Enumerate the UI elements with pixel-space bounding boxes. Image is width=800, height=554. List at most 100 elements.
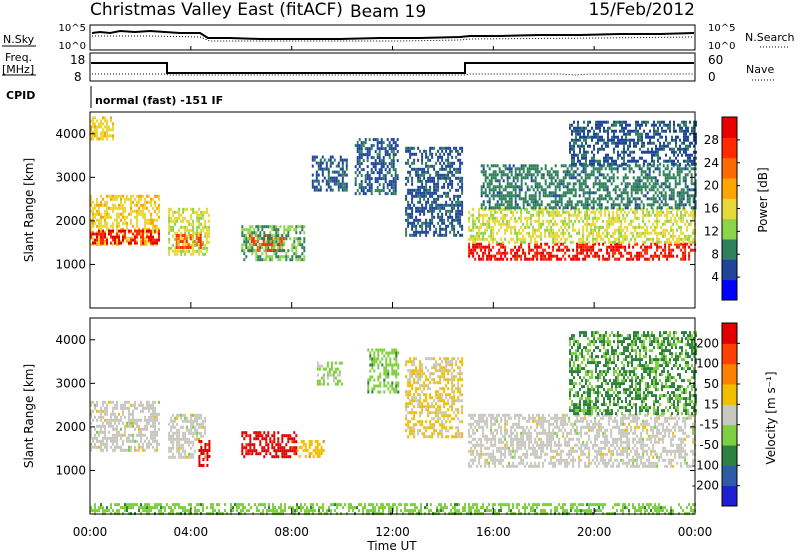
x-tick-label: 00:00 xyxy=(678,525,713,539)
colorbar-tick-label: -200 xyxy=(692,479,719,493)
power-colorbar-label: Power [dB] xyxy=(756,167,770,232)
nave-line xyxy=(92,73,694,76)
power-scatter-region-12 xyxy=(480,164,697,210)
nsky-tick-top: 10^5 xyxy=(59,23,86,34)
y-tick-label: 2000 xyxy=(55,420,86,434)
x-tick-label: 20:00 xyxy=(577,525,612,539)
colorbar-tick-label: 8 xyxy=(711,247,719,261)
colorbar-tick-label: -15 xyxy=(699,418,719,432)
power-scatter-region-11 xyxy=(468,207,697,244)
colorbar-swatch xyxy=(722,465,737,487)
y-tick-label: 3000 xyxy=(55,170,86,184)
colorbar-swatch xyxy=(722,323,737,344)
x-axis-label: Time UT xyxy=(366,539,417,553)
power-scatter-region-7 xyxy=(311,155,348,192)
colorbar-tick-label: 16 xyxy=(704,202,719,216)
colorbar-swatch xyxy=(722,239,737,260)
colorbar-tick-label: 100 xyxy=(696,357,719,371)
colorbar-tick-label: 4 xyxy=(711,270,719,284)
nsky-line xyxy=(91,29,695,40)
colorbar-swatch xyxy=(722,178,737,199)
velocity-scatter-region-4 xyxy=(296,440,325,458)
colorbar-swatch xyxy=(722,279,737,301)
power-y-label: Slant Range [km] xyxy=(22,158,36,262)
colorbar-tick-label: -50 xyxy=(699,438,719,452)
x-tick-label: 08:00 xyxy=(274,525,309,539)
freq-tick-bottom: 8 xyxy=(74,70,82,84)
y-tick-label: 4000 xyxy=(55,333,86,347)
colorbar-swatch xyxy=(722,404,737,426)
freq-tick-top: 18 xyxy=(70,53,85,67)
power-scatter-region-8 xyxy=(354,138,399,196)
velocity-scatter-region-0 xyxy=(90,400,160,452)
y-tick-label: 2000 xyxy=(55,214,86,228)
velocity-scatter-region-6 xyxy=(367,348,400,394)
power-scatter-region-4 xyxy=(175,234,204,249)
colorbar-frame xyxy=(721,322,738,507)
colorbar-swatch xyxy=(722,137,737,159)
colorbar-swatch xyxy=(722,363,737,385)
nave-tick-top: 60 xyxy=(708,53,723,67)
power-scatter-region-13 xyxy=(569,120,697,166)
y-tick-label: 3000 xyxy=(55,376,86,390)
colorbar-swatch xyxy=(722,259,737,281)
nsearch-tick-bottom: 10^0 xyxy=(708,41,735,52)
colorbar-swatch xyxy=(722,117,737,138)
nsearch-line xyxy=(92,35,695,42)
colorbar-tick-label: 20 xyxy=(704,179,719,193)
power-scatter-region-2 xyxy=(90,116,114,141)
freq-panel-frame xyxy=(89,52,696,82)
velocity-scatter-region-8 xyxy=(468,413,697,468)
velocity-y-label: Slant Range [km] xyxy=(22,364,36,468)
x-tick-label: 00:00 xyxy=(73,525,108,539)
velocity-scatter-region-2 xyxy=(198,440,211,467)
nave-tick-bottom: 0 xyxy=(708,70,716,84)
y-tick-label: 4000 xyxy=(55,127,86,141)
y-tick-label: 1000 xyxy=(55,257,86,271)
nave-label: Nave xyxy=(746,63,774,76)
colorbar-swatch xyxy=(722,218,737,240)
colorbar-tick-label: 15 xyxy=(704,397,719,411)
velocity-scatter-region-5 xyxy=(316,361,343,386)
nsearch-label: N.Search xyxy=(745,31,795,44)
x-tick-label: 16:00 xyxy=(476,525,511,539)
colorbar-swatch xyxy=(722,157,737,179)
velocity-heatmap xyxy=(90,331,697,516)
beam-label: Beam 19 xyxy=(350,2,426,22)
colorbar-tick-label: 28 xyxy=(704,133,719,147)
colorbar-tick-label: 12 xyxy=(704,224,719,238)
power-scatter-region-9 xyxy=(405,146,464,237)
nsky-tick-bottom: 10^0 xyxy=(59,41,86,52)
colorbar-tick-label: 200 xyxy=(696,336,719,350)
velocity-scatter-region-9 xyxy=(569,331,697,416)
x-tick-label: 04:00 xyxy=(174,525,209,539)
colorbar-swatch xyxy=(722,485,737,507)
station-title: Christmas Valley East (fitACF) xyxy=(90,0,343,20)
nsearch-tick-top: 10^5 xyxy=(708,23,735,34)
power-y-axis: 1000 2000 3000 4000 xyxy=(55,127,695,271)
colorbar-swatch xyxy=(722,198,737,220)
power-scatter-region-10 xyxy=(468,242,697,261)
y-tick-label: 1000 xyxy=(55,463,86,477)
velocity-scatter-region-3 xyxy=(241,431,298,459)
velocity-colorbar: 200 100 50 15 -15 -50 -100 -200 xyxy=(692,322,740,507)
power-scatter-region-6 xyxy=(241,225,306,262)
colorbar-swatch xyxy=(722,445,737,466)
colorbar-tick-label: 24 xyxy=(704,156,719,170)
cpid-label: CPID xyxy=(6,89,35,102)
colorbar-tick-label: -100 xyxy=(692,458,719,472)
freq-label-1: Freq. xyxy=(5,51,32,64)
colorbar-swatch xyxy=(722,384,737,405)
colorbar-swatch xyxy=(722,424,737,446)
date-label: 15/Feb/2012 xyxy=(589,0,695,20)
velocity-colorbar-label: Velocity [m s⁻¹] xyxy=(764,371,778,464)
nsky-label: N.Sky xyxy=(3,33,35,46)
colorbar-swatch xyxy=(722,343,737,365)
colorbar-tick-label: 50 xyxy=(704,377,719,391)
velocity-y-axis: 1000 2000 3000 4000 xyxy=(55,333,695,477)
freq-line xyxy=(91,62,694,74)
power-scatter-region-1 xyxy=(90,229,160,245)
time-x-axis: 00:00 04:00 08:00 12:00 16:00 20:00 00:00 xyxy=(73,46,713,539)
power-heatmap xyxy=(90,116,697,262)
